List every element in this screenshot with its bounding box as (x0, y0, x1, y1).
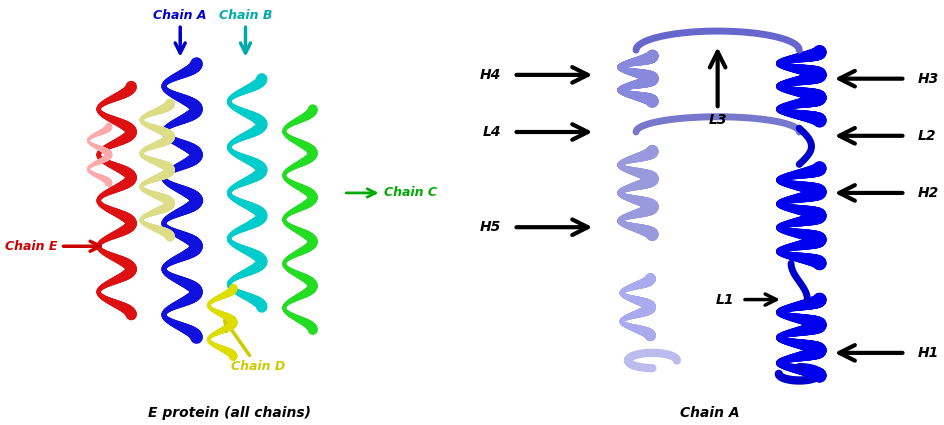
Text: L2: L2 (917, 129, 936, 143)
Text: H3: H3 (917, 72, 937, 86)
Text: H4: H4 (480, 68, 501, 82)
Text: H2: H2 (917, 186, 937, 200)
Text: Chain E: Chain E (6, 240, 100, 253)
Text: Chain A: Chain A (679, 406, 738, 420)
Text: L3: L3 (708, 113, 726, 127)
Text: H5: H5 (480, 220, 501, 234)
Text: L1: L1 (715, 292, 733, 306)
Text: Chain C: Chain C (346, 187, 437, 199)
Text: E protein (all chains): E protein (all chains) (147, 406, 311, 420)
Text: L4: L4 (482, 125, 501, 139)
Text: Chain D: Chain D (225, 320, 284, 374)
Text: H1: H1 (917, 346, 937, 360)
Text: Chain A: Chain A (153, 8, 207, 53)
Text: Chain B: Chain B (219, 8, 272, 53)
